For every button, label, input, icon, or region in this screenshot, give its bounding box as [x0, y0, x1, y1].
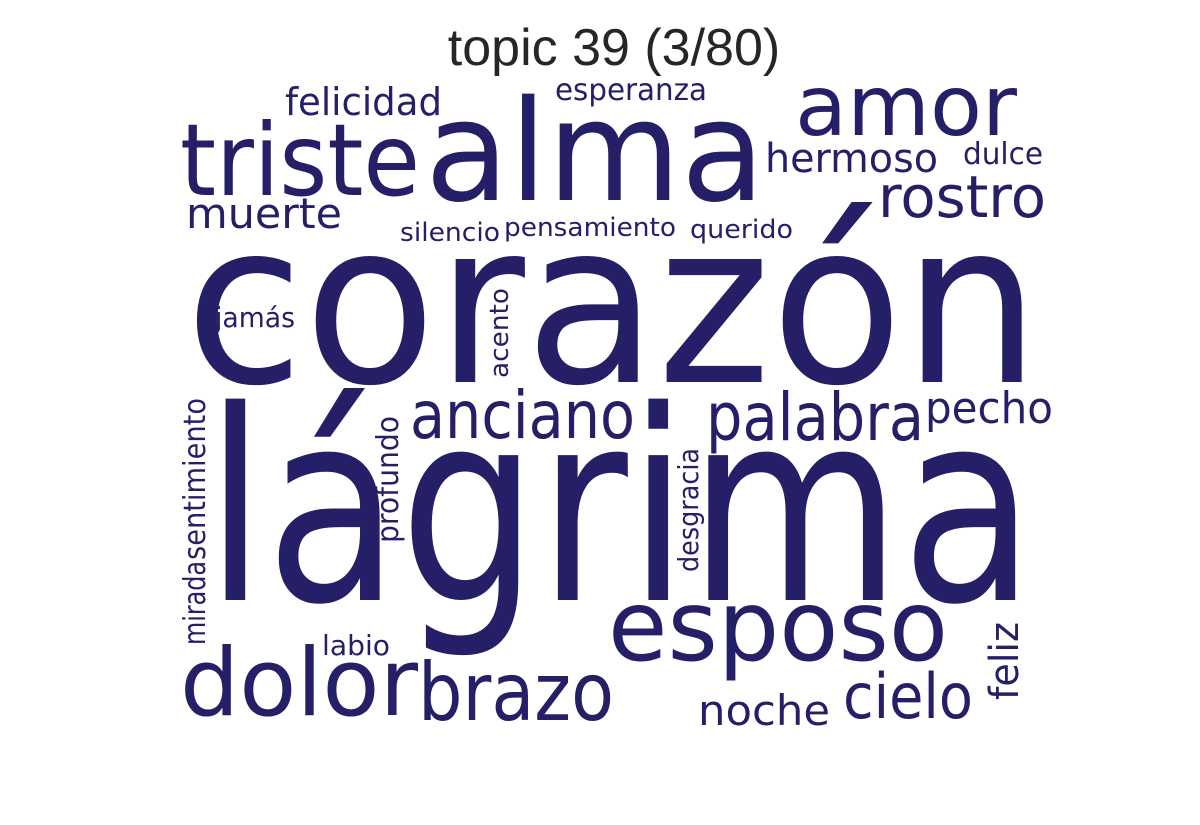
- cloud-word: lágrima: [205, 355, 1035, 663]
- cloud-word: alma: [425, 71, 765, 234]
- cloud-word: palabra: [706, 379, 924, 456]
- cloud-word: anciano: [410, 377, 635, 454]
- cloud-word: profundo: [371, 416, 406, 543]
- cloud-word: hermoso: [765, 136, 938, 182]
- cloud-word: labio: [322, 629, 390, 662]
- cloud-word: dulce: [963, 137, 1043, 172]
- cloud-word: esposo: [608, 570, 948, 684]
- cloud-word: pensamiento: [504, 213, 676, 243]
- cloud-word: muerte: [186, 189, 342, 238]
- cloud-word: pecho: [925, 383, 1053, 434]
- cloud-word: sentimiento: [178, 398, 213, 560]
- cloud-word: silencio: [400, 218, 500, 248]
- cloud-word: desgracia: [672, 448, 705, 572]
- cloud-word: felicidad: [285, 80, 442, 124]
- cloud-word: querido: [690, 215, 793, 245]
- cloud-word: rostro: [878, 163, 1046, 231]
- cloud-word: dolor: [180, 629, 418, 738]
- cloud-word: corazón: [185, 174, 1040, 436]
- cloud-word: noche: [698, 686, 830, 735]
- cloud-word: cielo: [843, 660, 973, 733]
- cloud-word: triste: [180, 102, 420, 219]
- cloud-word: feliz: [982, 622, 1028, 700]
- cloud-word: jamás: [214, 301, 295, 334]
- cloud-word: amor: [795, 57, 1017, 155]
- cloud-word: acento: [485, 288, 515, 378]
- chart-title: topic 39 (3/80): [447, 19, 781, 77]
- cloud-word: esperanza: [555, 73, 707, 108]
- cloud-word: mirada: [178, 561, 213, 645]
- cloud-word: brazo: [418, 646, 614, 739]
